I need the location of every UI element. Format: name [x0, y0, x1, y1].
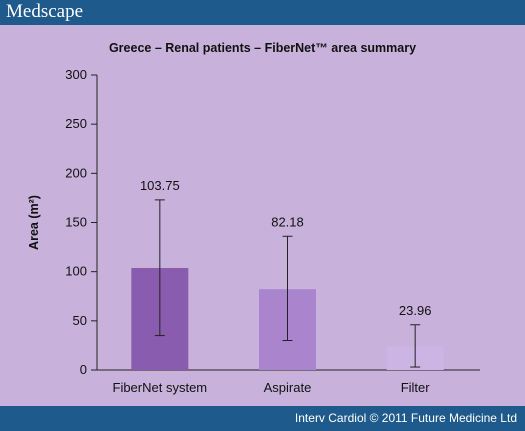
data-label: 23.96: [399, 303, 432, 318]
x-tick-label: FiberNet system: [113, 380, 208, 395]
y-tick-label: 300: [65, 67, 87, 82]
footer-bar: Interv Cardiol © 2011 Future Medicine Lt…: [0, 406, 525, 431]
data-label: 103.75: [140, 178, 180, 193]
y-tick-label: 50: [73, 313, 87, 328]
chart-title: Greece – Renal patients – FiberNet™ area…: [108, 41, 417, 55]
y-tick-label: 100: [65, 264, 87, 279]
y-tick-label: 150: [65, 215, 87, 230]
y-tick-label: 200: [65, 165, 87, 180]
y-tick-label: 0: [80, 362, 87, 377]
x-tick-label: Filter: [401, 380, 431, 395]
chart-axes: 0 50 100 150 200 250 300 Area (m²): [27, 67, 480, 377]
y-tick-label: 250: [65, 116, 87, 131]
chart-labels: 103.75 FiberNet system 82.18 Aspirate 23.96 F…: [113, 178, 432, 395]
y-axis-title: Area (m²): [27, 195, 41, 250]
chart-bars: [131, 199, 444, 370]
copyright-text: Interv Cardiol © 2011 Future Medicine Lt…: [294, 411, 517, 425]
header-bar: Medscape: [0, 0, 525, 25]
medscape-logo: Medscape: [6, 1, 84, 22]
x-tick-label: Aspirate: [264, 380, 312, 395]
data-label: 82.18: [271, 214, 304, 229]
